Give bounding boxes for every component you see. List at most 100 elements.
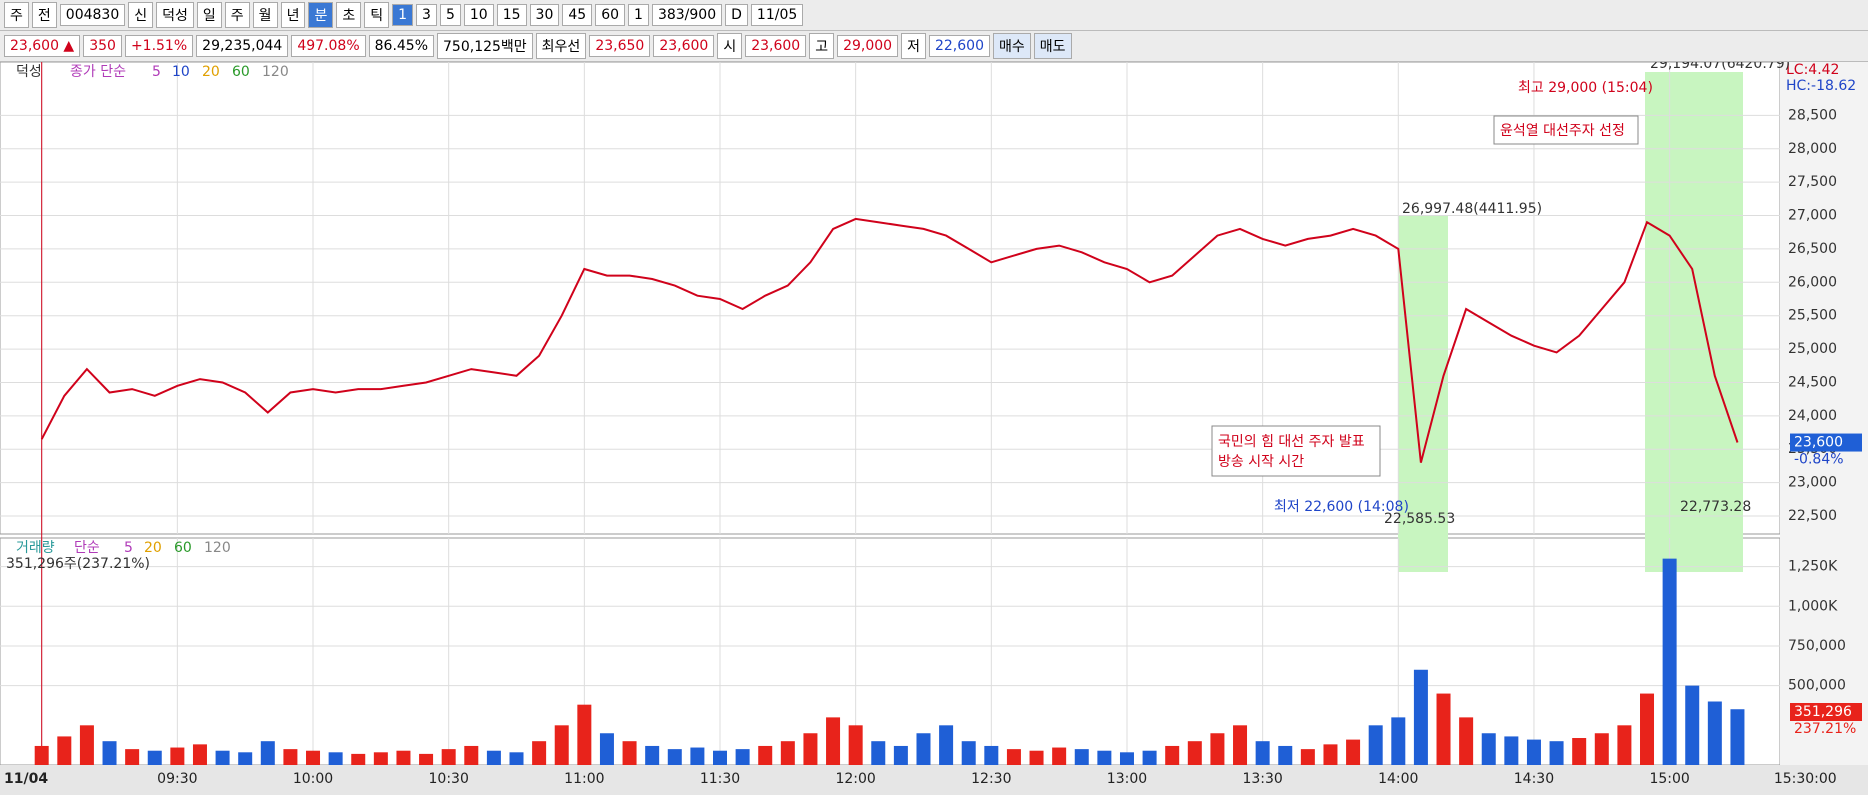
- legend-item: 120: [204, 540, 231, 556]
- volume-bar: [1730, 709, 1745, 765]
- volume-bar: [1391, 717, 1406, 765]
- volume-bar: [170, 747, 185, 765]
- volume-bar: [396, 750, 411, 765]
- x-tick-label: 10:30: [429, 771, 469, 787]
- order-button[interactable]: 매도: [1033, 33, 1072, 59]
- quote-field: 시: [717, 33, 743, 59]
- volume-bar: [984, 745, 999, 765]
- x-tick-label: 14:00: [1378, 771, 1418, 787]
- volume-bar: [577, 704, 592, 765]
- volume-bar: [125, 749, 140, 765]
- y-tick-label: 1,250K: [1788, 559, 1838, 575]
- x-tick-label: 12:30: [971, 771, 1011, 787]
- x-tick-label: 11:00: [564, 771, 604, 787]
- volume-bar: [690, 747, 705, 765]
- toolbar-button[interactable]: 1: [628, 4, 649, 26]
- price-line: [40, 217, 1739, 463]
- toolbar-button[interactable]: 60: [595, 4, 626, 26]
- toolbar-button[interactable]: 일: [196, 2, 222, 28]
- volume-bar: [645, 745, 660, 765]
- y-tick-label: 28,000: [1788, 141, 1837, 157]
- legend-name: 덕성: [16, 64, 42, 80]
- x-tick-label: 12:00: [835, 771, 875, 787]
- toolbar-button[interactable]: 1: [392, 4, 414, 26]
- y-tick-label: 22,500: [1788, 508, 1837, 524]
- volume-bar: [79, 725, 94, 765]
- toolbar-button[interactable]: 주: [4, 2, 29, 28]
- volume-bar: [34, 745, 49, 765]
- quote-field: 350: [83, 35, 122, 57]
- toolbar-button[interactable]: 45: [562, 4, 593, 26]
- volume-bar: [441, 749, 456, 765]
- axis-bg: [1780, 62, 1868, 795]
- volume-bar: [351, 753, 366, 765]
- x-tick-label: 14:30: [1514, 771, 1554, 787]
- volume-bar: [622, 741, 637, 765]
- volume-bar: [893, 745, 908, 765]
- quote-field: 23,600: [745, 35, 807, 57]
- volume-bar: [1278, 745, 1293, 765]
- x-tick-label: 09:30: [157, 771, 197, 787]
- volume-bar: [1640, 693, 1655, 765]
- quote-field: 23,600: [653, 35, 715, 57]
- current-box: [1790, 703, 1862, 721]
- x-tick-label: 11/04: [4, 771, 48, 787]
- quote-field: +1.51%: [124, 35, 194, 57]
- toolbar-button[interactable]: 덕성: [156, 2, 194, 28]
- volume-bar: [283, 749, 298, 765]
- price-pane: [0, 62, 1781, 535]
- legend-item: 단순: [74, 540, 100, 556]
- xaxis-bg: [0, 765, 1868, 795]
- toolbar-button[interactable]: 3: [416, 4, 437, 26]
- legend-item: 60: [174, 540, 192, 556]
- quote-field: 저: [901, 33, 926, 59]
- toolbar-button[interactable]: 주: [224, 2, 250, 28]
- toolbar-button[interactable]: 15: [496, 4, 527, 26]
- volume-bar: [848, 725, 863, 765]
- toolbar-button[interactable]: 30: [529, 4, 560, 26]
- volume-bar: [599, 733, 614, 765]
- highlight: [1645, 72, 1743, 572]
- legend-item: 5: [152, 64, 161, 80]
- toolbar-button[interactable]: 신: [128, 2, 154, 28]
- volume-bar: [260, 741, 275, 765]
- quote-field: 497.08%: [291, 35, 366, 57]
- annotation: 최고 29,000 (15:04): [1518, 80, 1653, 96]
- toolbar-button[interactable]: 383/900: [651, 4, 723, 26]
- current-volume: 351,296: [1794, 704, 1852, 720]
- legend-item: 20: [202, 64, 220, 80]
- volume-bar: [57, 736, 72, 765]
- toolbar-button[interactable]: 11/05: [750, 4, 804, 26]
- volume-bar: [238, 752, 253, 765]
- quote-field: 최우선: [535, 33, 587, 59]
- toolbar-button[interactable]: 전: [31, 2, 57, 28]
- volume-bar: [1526, 739, 1541, 765]
- volume-bar: [758, 745, 773, 765]
- toolbar-button[interactable]: 초: [336, 2, 362, 28]
- toolbar-button[interactable]: 분: [308, 2, 334, 28]
- toolbar-button[interactable]: 틱: [364, 2, 390, 28]
- volume-bar: [1323, 744, 1338, 765]
- volume-bar: [1413, 669, 1428, 765]
- annotation: 국민의 힘 대선 주자 발표: [1218, 434, 1365, 450]
- volume-bar: [419, 753, 434, 765]
- annotation: 최저 22,600 (14:08): [1274, 499, 1409, 515]
- volume-bar: [215, 750, 230, 765]
- axis-note: HC:-18.62: [1786, 78, 1856, 94]
- legend-item: 20: [144, 540, 162, 556]
- toolbar-button[interactable]: 5: [439, 4, 461, 26]
- legend-item: 10: [172, 64, 190, 80]
- toolbar-button[interactable]: 004830: [59, 4, 126, 26]
- y-tick-label: 26,000: [1788, 274, 1837, 290]
- chart: 11/04 09:30 10:00 10:30 11:00 11:30 12:00 12:30…: [0, 62, 1868, 795]
- toolbar-button[interactable]: 월: [252, 2, 278, 28]
- note-box: [1211, 425, 1381, 477]
- volume-bar: [102, 741, 117, 765]
- toolbar-button[interactable]: D: [725, 4, 748, 26]
- order-button[interactable]: 매수: [992, 33, 1031, 59]
- quote-field: 86.45%: [368, 35, 435, 57]
- y-tick-label: 500,000: [1788, 678, 1846, 694]
- volume-bar: [1572, 738, 1587, 765]
- toolbar-button[interactable]: 10: [463, 4, 494, 26]
- toolbar-button[interactable]: 년: [280, 2, 306, 28]
